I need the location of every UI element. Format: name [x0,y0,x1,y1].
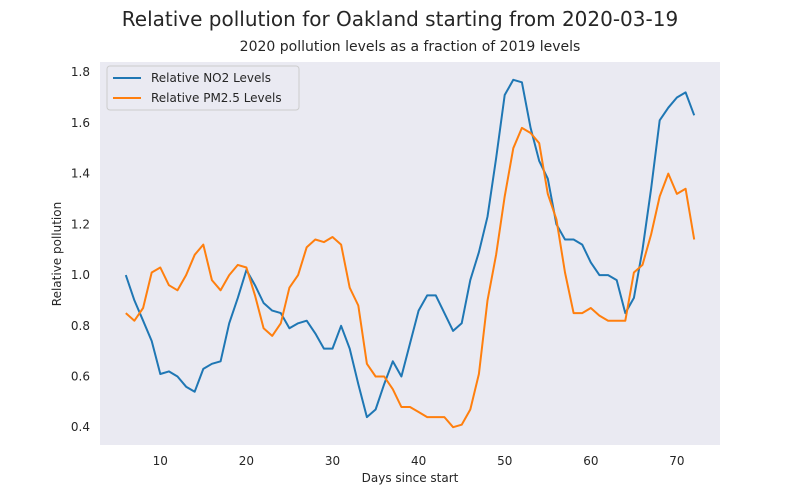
y-axis-ticks: 0.4 0.6 0.8 1.0 1.2 1.4 1.6 1.8 [71,65,90,434]
legend-entry: Relative NO2 Levels [151,71,271,85]
x-tick-label: 20 [239,454,254,468]
series-lines [124,78,696,429]
y-tick-label: 1.4 [71,167,90,181]
x-tick-label: 60 [583,454,598,468]
chart-subtitle: 2020 pollution levels as a fraction of 2… [240,39,581,55]
x-axis-ticks: 10 20 30 40 50 60 70 [153,454,685,468]
y-tick-label: 0.4 [71,420,90,434]
legend-entry: Relative PM2.5 Levels [151,91,282,105]
y-tick-label: 1.0 [71,268,90,282]
legend-box [106,65,300,111]
x-tick-label: 30 [325,454,340,468]
y-tick-label: 1.2 [71,217,90,231]
y-tick-label: 1.8 [71,65,90,79]
x-tick-label: 70 [669,454,684,468]
y-tick-label: 0.8 [71,319,90,333]
plot-area [100,62,720,445]
chart-title: Relative pollution for Oakland starting … [122,7,678,31]
y-tick-label: 1.6 [71,116,90,130]
legend: Relative NO2 Levels Relative PM2.5 Levels [106,65,300,111]
x-tick-label: 10 [153,454,168,468]
series-line-1 [124,78,696,419]
y-axis-label: Relative pollution [50,202,64,306]
y-tick-label: 0.6 [71,370,90,384]
x-axis-label: Days since start [362,471,459,485]
x-tick-label: 40 [411,454,426,468]
x-tick-label: 50 [497,454,512,468]
series-line-2 [125,126,696,429]
